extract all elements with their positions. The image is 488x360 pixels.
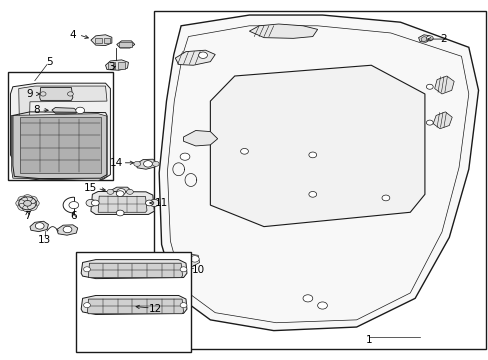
- Polygon shape: [98, 196, 147, 212]
- Polygon shape: [81, 296, 186, 315]
- Polygon shape: [91, 35, 112, 45]
- Polygon shape: [105, 60, 128, 70]
- Polygon shape: [434, 76, 453, 94]
- Circle shape: [126, 189, 133, 194]
- Polygon shape: [418, 35, 430, 42]
- Text: 11: 11: [155, 198, 168, 208]
- Text: 10: 10: [191, 265, 204, 275]
- Text: 2: 2: [439, 34, 446, 44]
- Bar: [76, 252, 190, 352]
- Bar: [119, 42, 132, 47]
- Circle shape: [240, 148, 248, 154]
- Circle shape: [116, 191, 124, 197]
- Circle shape: [16, 200, 25, 207]
- Text: 7: 7: [24, 211, 31, 221]
- Text: 6: 6: [70, 211, 77, 221]
- Circle shape: [22, 195, 32, 202]
- Polygon shape: [30, 221, 48, 231]
- Circle shape: [69, 202, 79, 209]
- Circle shape: [35, 223, 44, 229]
- Bar: [154, 12, 485, 348]
- Circle shape: [27, 196, 37, 203]
- Polygon shape: [40, 87, 73, 100]
- Circle shape: [18, 196, 27, 203]
- Bar: [118, 62, 125, 69]
- Text: 8: 8: [33, 105, 40, 115]
- Bar: [104, 38, 110, 43]
- Polygon shape: [81, 260, 186, 279]
- Text: 13: 13: [38, 235, 51, 245]
- Circle shape: [180, 267, 186, 272]
- Polygon shape: [10, 83, 110, 180]
- Circle shape: [152, 161, 159, 166]
- Circle shape: [190, 256, 199, 262]
- Text: 12: 12: [149, 304, 162, 314]
- Circle shape: [23, 201, 31, 206]
- Circle shape: [40, 92, 46, 96]
- Polygon shape: [159, 15, 478, 330]
- Polygon shape: [91, 192, 154, 215]
- Circle shape: [83, 267, 90, 272]
- Circle shape: [76, 107, 84, 114]
- Circle shape: [134, 161, 141, 166]
- Circle shape: [29, 200, 39, 207]
- Polygon shape: [175, 50, 215, 65]
- Circle shape: [63, 226, 72, 233]
- Circle shape: [426, 120, 432, 125]
- Circle shape: [426, 36, 432, 41]
- Text: 1: 1: [365, 334, 371, 345]
- Text: 9: 9: [26, 89, 33, 99]
- Circle shape: [27, 203, 37, 211]
- Circle shape: [116, 210, 124, 216]
- Polygon shape: [176, 253, 199, 268]
- Circle shape: [91, 200, 99, 206]
- Circle shape: [308, 152, 316, 158]
- Circle shape: [86, 199, 96, 207]
- Polygon shape: [183, 131, 217, 146]
- Polygon shape: [420, 37, 427, 41]
- Circle shape: [303, 295, 312, 302]
- Bar: [8, 72, 113, 180]
- Text: 4: 4: [69, 30, 76, 40]
- Polygon shape: [57, 225, 78, 235]
- Circle shape: [143, 161, 152, 167]
- Polygon shape: [87, 299, 183, 314]
- Circle shape: [83, 303, 90, 308]
- Circle shape: [180, 303, 186, 308]
- Circle shape: [180, 153, 189, 160]
- Circle shape: [67, 92, 73, 96]
- Circle shape: [426, 84, 432, 89]
- Polygon shape: [109, 187, 131, 197]
- Circle shape: [149, 199, 159, 207]
- Bar: [95, 38, 102, 43]
- Bar: [20, 117, 101, 173]
- Circle shape: [107, 189, 114, 194]
- Circle shape: [381, 195, 389, 201]
- Text: 14: 14: [110, 158, 123, 168]
- Polygon shape: [88, 263, 182, 278]
- Polygon shape: [136, 159, 157, 169]
- Circle shape: [22, 205, 32, 212]
- Circle shape: [18, 203, 27, 211]
- Bar: [108, 62, 115, 69]
- Polygon shape: [117, 41, 135, 48]
- Circle shape: [198, 52, 207, 58]
- Circle shape: [317, 302, 327, 309]
- Circle shape: [145, 200, 153, 206]
- Text: 15: 15: [84, 183, 97, 193]
- Polygon shape: [432, 112, 451, 129]
- Circle shape: [117, 189, 125, 195]
- Polygon shape: [11, 114, 107, 181]
- Circle shape: [308, 192, 316, 197]
- Text: 5: 5: [46, 57, 53, 67]
- Polygon shape: [249, 24, 317, 39]
- Polygon shape: [210, 65, 424, 226]
- Polygon shape: [52, 108, 78, 113]
- Polygon shape: [19, 86, 107, 171]
- Text: 3: 3: [108, 62, 115, 72]
